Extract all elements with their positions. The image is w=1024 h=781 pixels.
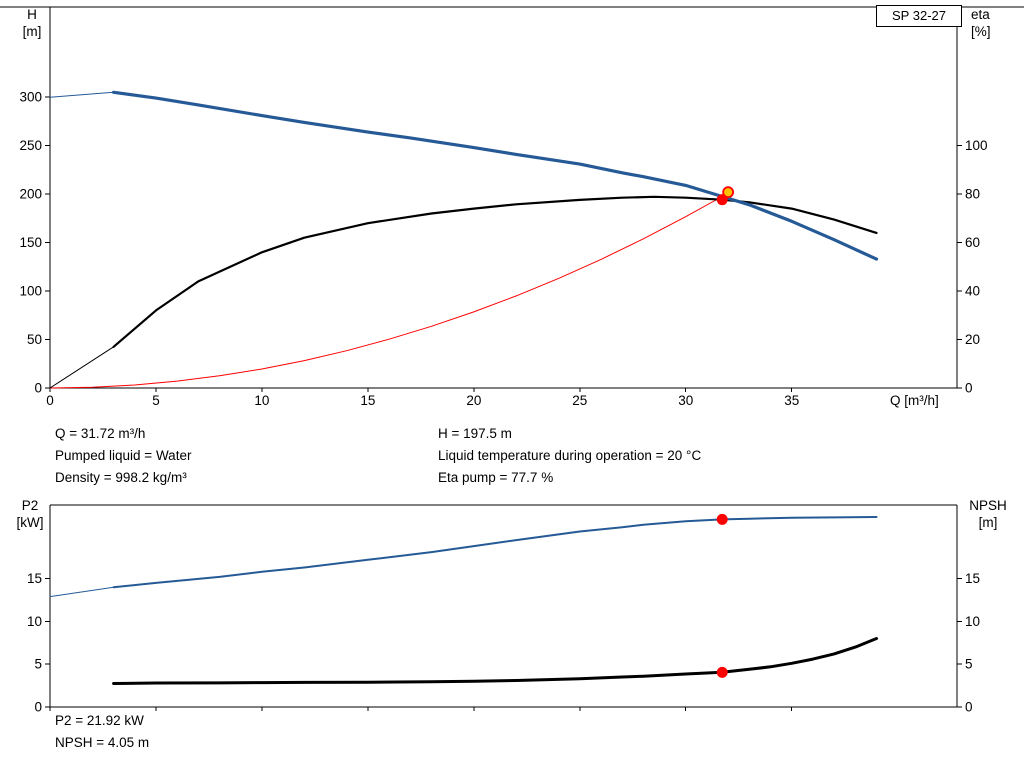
- tick-label: 60: [965, 235, 980, 250]
- eta-curve: [112, 195, 878, 348]
- h-axis-unit-line2: [m]: [22, 24, 42, 39]
- duty-point-dot: [716, 666, 728, 678]
- tick-label: 40: [965, 284, 980, 299]
- duty-info-left-column: Q = 31.72 m³/h Pumped liquid = Water Den…: [55, 423, 191, 489]
- bottom-info-column: P2 = 21.92 kW NPSH = 4.05 m: [55, 710, 149, 754]
- duty-info-right-column: H = 197.5 m Liquid temperature during op…: [438, 423, 701, 489]
- tick-label: 15: [965, 571, 980, 586]
- tick-label: 10: [965, 614, 980, 629]
- tick-label: 5: [152, 393, 160, 408]
- tick-label: 20: [965, 332, 980, 347]
- eta-curve: [49, 346, 115, 389]
- h-axis-unit-line1: H: [27, 7, 37, 22]
- p2-curve: [112, 516, 878, 589]
- tick-label: 5: [34, 657, 42, 672]
- head-curve: [112, 90, 879, 261]
- tick-label: 25: [572, 393, 587, 408]
- tick-label: 10: [254, 393, 269, 408]
- tick-label: 5: [965, 657, 973, 672]
- npsh-curve: [112, 637, 878, 685]
- tick-label: 0: [34, 700, 42, 715]
- tick-label: 250: [19, 138, 42, 153]
- npsh-axis-unit-line2: [m]: [978, 515, 998, 530]
- tick-label: 10: [27, 614, 42, 629]
- tick-label: 200: [19, 187, 42, 202]
- info-q-value: Q = 31.72 m³/h: [55, 426, 146, 441]
- tick-label: 35: [784, 393, 799, 408]
- tick-label: 0: [965, 700, 973, 715]
- info-h-value: H = 197.5 m: [438, 426, 512, 441]
- info-density: Density = 998.2 kg/m³: [55, 470, 187, 485]
- p2-axis-unit-line1: P2: [21, 498, 39, 513]
- duty-point-dot: [716, 513, 728, 525]
- p2-axis-unit-line2: [kW]: [16, 515, 44, 530]
- q-axis-unit-label: Q [m³/h]: [890, 393, 939, 408]
- eta-axis-unit-line1: eta: [971, 7, 990, 22]
- tick-label: 100: [19, 284, 42, 299]
- info-npsh-value: NPSH = 4.05 m: [55, 735, 150, 750]
- tick-label: 80: [965, 187, 980, 202]
- operating-point-curve: [49, 190, 733, 389]
- tick-label: 15: [27, 571, 42, 586]
- qh-eta-chart: 0 50 100 150 200 250 300 0 20 40 60 80 100 0 5 10 15 20 25…: [0, 6, 1024, 408]
- tick-label: 15: [360, 393, 375, 408]
- info-p2-value: P2 = 21.92 kW: [55, 713, 144, 728]
- tick-label: 50: [27, 332, 42, 347]
- tick-label: 0: [34, 381, 42, 396]
- info-eta-pump: Eta pump = 77.7 %: [438, 470, 554, 485]
- head-curve: [49, 91, 115, 98]
- npsh-axis-unit-label: NPSH [m]: [962, 497, 1014, 531]
- tick-label: 20: [466, 393, 481, 408]
- duty-point-dot: [716, 194, 728, 206]
- p2-axis-unit-label: P2 [kW]: [10, 497, 50, 531]
- info-liquid-temperature: Liquid temperature during operation = 20…: [438, 448, 702, 463]
- tick-label: 30: [678, 393, 693, 408]
- eta-axis-unit-line2: [%]: [971, 24, 991, 39]
- tick-label: 150: [19, 235, 42, 250]
- duty-point-marker: [722, 186, 735, 199]
- tick-label: 300: [19, 90, 42, 105]
- tick-label: 100: [965, 138, 988, 153]
- eta-axis-unit-label: eta [%]: [971, 6, 1017, 40]
- tick-label: 0: [965, 381, 973, 396]
- npsh-axis-unit-line1: NPSH: [969, 498, 1007, 513]
- p2-curve: [49, 586, 115, 598]
- p2-npsh-chart: 0 5 10 15 0 5 10 15: [27, 504, 980, 715]
- pump-type-label: SP 32-27: [876, 5, 962, 27]
- tick-label: 0: [46, 393, 54, 408]
- info-pumped-liquid: Pumped liquid = Water: [55, 448, 192, 463]
- h-axis-unit-label: H [m]: [14, 6, 50, 40]
